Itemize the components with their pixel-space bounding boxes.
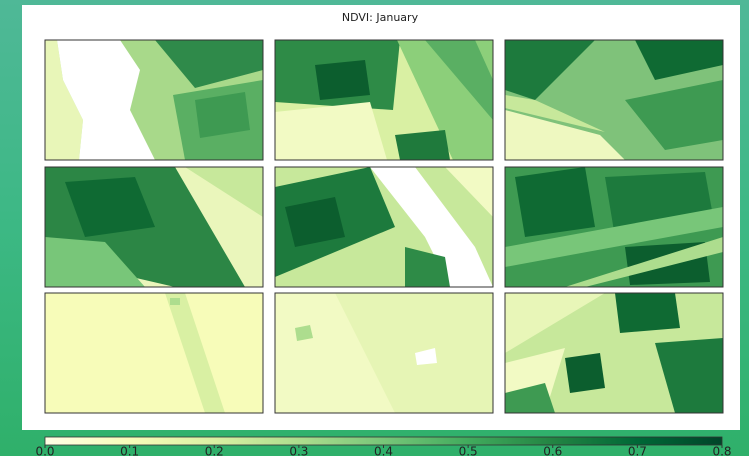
image-panel (505, 167, 723, 287)
panel-region (395, 130, 450, 160)
image-panel (45, 293, 263, 413)
image-panel (45, 40, 263, 160)
figure: NDVI: January 0.0 0.1 0.2 0.3 0.4 0.5 0.6 0.7 0.… (0, 0, 749, 456)
image-panel (505, 293, 723, 413)
page: {"chart_data":{"type":"image-grid","titl… (0, 0, 749, 456)
panel-region (565, 353, 605, 393)
panel-region (45, 293, 263, 413)
colorbar-tick-label: 0.7 (628, 445, 647, 456)
panel-region (515, 167, 595, 237)
image-panel (45, 167, 263, 287)
image-panel (275, 167, 493, 287)
panel-region (195, 92, 250, 138)
colorbar-tick-label: 0.3 (289, 445, 308, 456)
figure-title: NDVI: January (342, 11, 419, 24)
panel-region (275, 102, 387, 160)
colorbar-tick-label: 0.5 (459, 445, 478, 456)
colorbar-tick-label: 0.6 (543, 445, 562, 456)
colorbar-tick-label: 0.4 (374, 445, 393, 456)
panel-region (615, 293, 680, 333)
image-panel (275, 293, 493, 413)
image-panel (275, 40, 493, 160)
colorbar-tick-label: 0.0 (35, 445, 54, 456)
colorbar-tick-label: 0.8 (712, 445, 731, 456)
panel-region (315, 60, 370, 100)
colorbar-tick-label: 0.2 (205, 445, 224, 456)
colorbar-tick-label: 0.1 (120, 445, 139, 456)
panel-region (170, 298, 180, 305)
image-panel (505, 40, 723, 160)
